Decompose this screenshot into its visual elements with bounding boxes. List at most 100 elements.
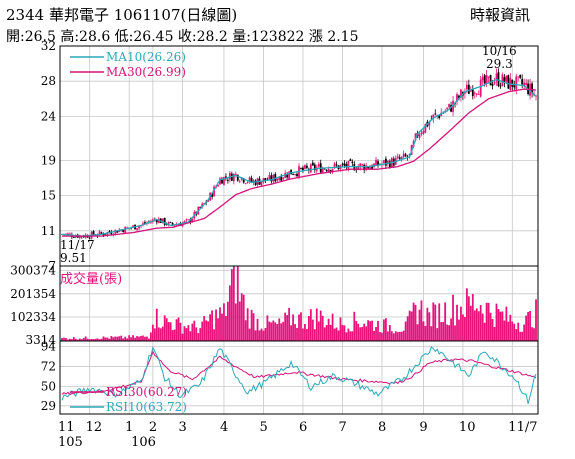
candle-body (325, 170, 328, 172)
volume-bar (217, 318, 219, 341)
candle-body (357, 166, 360, 170)
volume-bar (410, 311, 413, 341)
volume-bar (398, 331, 401, 341)
candle-body (317, 164, 320, 167)
x-tick-label: 7 (338, 420, 346, 435)
volume-bar (126, 338, 129, 341)
volume-bar (280, 323, 283, 341)
candle-body (92, 231, 95, 236)
volume-bar (363, 323, 366, 341)
volume-bar (444, 302, 447, 341)
candle-body (276, 178, 279, 181)
volume-bar (76, 339, 79, 341)
candle-body (388, 161, 391, 168)
candle-body (493, 81, 496, 84)
candle-body (246, 181, 249, 183)
candle-body (499, 85, 502, 87)
volume-bar (252, 313, 255, 341)
volume-tick-label: 300374 (10, 264, 56, 278)
volume-bar (167, 322, 170, 341)
candle-body (167, 222, 170, 226)
candle-body (292, 174, 294, 175)
candle-body (177, 224, 180, 226)
candle-body (408, 153, 411, 156)
candle-body (469, 89, 472, 92)
volume-bar (428, 312, 431, 341)
candle-body (483, 75, 486, 84)
volume-bar (228, 285, 231, 341)
volume-bar (70, 339, 73, 341)
volume-bar (525, 315, 528, 341)
candle-body (161, 218, 164, 223)
volume-bar (298, 314, 300, 341)
candle-body (386, 160, 389, 164)
volume-bar (80, 339, 83, 341)
volume-bar (246, 308, 249, 341)
candle-body (296, 173, 298, 177)
volume-bar (495, 303, 498, 341)
volume-bar (232, 266, 235, 341)
volume-bar (203, 316, 206, 341)
volume-bar (197, 333, 200, 341)
volume-bar (462, 314, 464, 341)
volume-bar (179, 322, 182, 341)
candle-body (345, 164, 348, 168)
x-tick-label: 9 (419, 420, 427, 435)
volume-bar (292, 314, 294, 341)
volume-bar (329, 324, 332, 341)
candle-body (313, 164, 316, 171)
volume-bar (236, 266, 239, 341)
volume-bar (307, 316, 310, 341)
volume-bar (278, 318, 281, 341)
candle-body (507, 75, 510, 89)
x-tick-label: 5 (259, 420, 267, 435)
volume-bar (138, 336, 140, 341)
volume-bar (128, 335, 131, 341)
volume-tick-label: 102334 (10, 310, 56, 324)
volume-bar (535, 299, 537, 341)
volume-bar (361, 326, 364, 341)
volume-bar (213, 329, 215, 341)
candle-body (309, 164, 312, 173)
volume-bar (390, 331, 393, 341)
volume-bar (422, 321, 425, 341)
volume-bar (116, 336, 119, 341)
volume-bar (454, 325, 456, 341)
candle-body (254, 180, 257, 186)
volume-bar (65, 338, 67, 341)
candle-body (327, 168, 330, 173)
candle-body (213, 186, 215, 197)
volume-bar (144, 336, 146, 341)
annotation-high-value: 29.3 (486, 57, 513, 71)
price-panel (61, 56, 537, 240)
volume-bar (446, 324, 449, 341)
candle-body (302, 167, 304, 171)
candle-body (383, 160, 385, 164)
volume-bar (491, 318, 494, 341)
volume-bar (106, 337, 109, 341)
volume-bar (205, 320, 208, 341)
volume-bar (485, 302, 488, 341)
x-tick-label: 12 (86, 420, 103, 435)
candle-body (234, 173, 237, 176)
candle-body (369, 167, 371, 170)
volume-bar (234, 303, 237, 341)
candle-body (359, 163, 362, 168)
x-tick-label: 11 (58, 420, 75, 435)
x-tick-label: 11/7 (508, 420, 537, 435)
candle-body (398, 157, 401, 159)
candle-body (268, 174, 271, 180)
volume-bar (501, 311, 504, 341)
volume-bar (527, 311, 529, 341)
volume-bar (258, 330, 261, 341)
candle-body (333, 163, 336, 168)
volume-bar (497, 309, 500, 341)
candle-body (199, 206, 202, 208)
candle-body (531, 83, 533, 94)
candle-body (294, 174, 296, 175)
volume-bar (153, 328, 156, 341)
x-tick-label: 10 (459, 420, 476, 435)
source-label: 時報資訊 (470, 6, 530, 24)
legend-ma30: MA30(26.99) (106, 65, 186, 79)
volume-bar (69, 338, 71, 341)
